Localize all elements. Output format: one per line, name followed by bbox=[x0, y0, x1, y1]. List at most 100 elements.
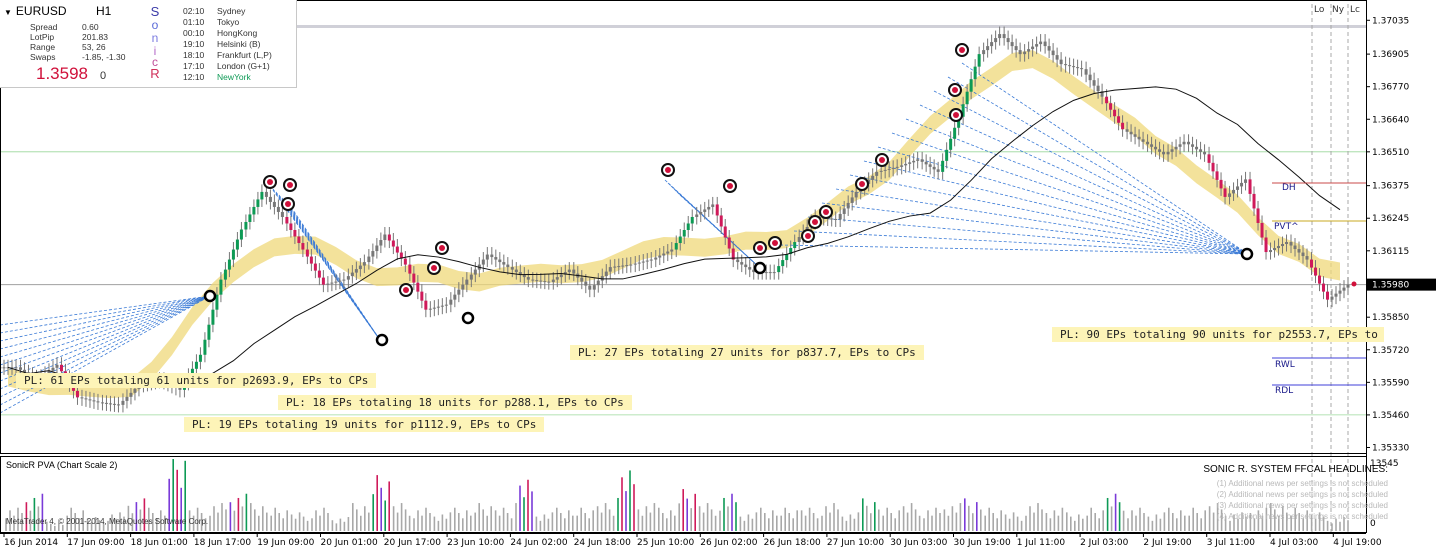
entry-marker-dot bbox=[879, 157, 885, 163]
candle-body bbox=[1006, 38, 1010, 43]
entry-marker-dot bbox=[772, 240, 778, 246]
candle-body bbox=[1018, 50, 1022, 55]
candle-body bbox=[227, 259, 231, 270]
candle-body bbox=[264, 191, 268, 197]
candle-body bbox=[850, 197, 854, 203]
candle-body bbox=[399, 252, 403, 259]
candle-body bbox=[350, 272, 354, 277]
news-line: (1) Additional news per settings is not … bbox=[1216, 479, 1388, 488]
candle-body bbox=[1133, 134, 1137, 137]
candle-body bbox=[457, 289, 461, 295]
trendline bbox=[0, 295, 211, 350]
candle-body bbox=[510, 267, 514, 270]
candle-body bbox=[1310, 259, 1314, 268]
trendline bbox=[793, 230, 1249, 255]
candle-body bbox=[506, 264, 510, 268]
trendline bbox=[933, 90, 1249, 255]
candle-body bbox=[268, 196, 272, 202]
candle-body bbox=[1043, 41, 1047, 47]
candle-body bbox=[1269, 250, 1273, 253]
candle-body bbox=[854, 191, 858, 198]
trendline bbox=[0, 295, 211, 398]
candle-body bbox=[666, 251, 670, 254]
pl-label: PL: 27 EPs totaling 27 units for p837.7,… bbox=[570, 345, 924, 360]
trendline bbox=[807, 216, 1249, 255]
candle-body bbox=[781, 260, 785, 267]
candle-body bbox=[1137, 136, 1141, 140]
candle-body bbox=[1330, 296, 1334, 300]
candle-body bbox=[1281, 244, 1285, 247]
candle-body bbox=[924, 161, 928, 165]
candle-body bbox=[949, 138, 953, 150]
candle-body bbox=[740, 262, 744, 265]
candle-body bbox=[190, 368, 194, 376]
candle-body bbox=[1068, 65, 1072, 67]
candle-body bbox=[490, 254, 494, 258]
candle-body bbox=[55, 364, 59, 368]
candle-body bbox=[428, 308, 432, 310]
candle-body bbox=[1059, 59, 1063, 65]
trendline bbox=[891, 132, 1249, 255]
candle-body bbox=[334, 281, 338, 283]
candle-body bbox=[1338, 290, 1342, 294]
candle-body bbox=[1207, 154, 1211, 163]
candle-body bbox=[945, 149, 949, 161]
candle-body bbox=[563, 272, 567, 275]
entry-marker-dot bbox=[805, 233, 811, 239]
candle-body bbox=[75, 390, 79, 398]
y-tick-label: 1.36245 bbox=[1372, 214, 1409, 224]
sonic-letter: i bbox=[153, 44, 157, 58]
candle-body bbox=[936, 169, 940, 172]
candle-body bbox=[440, 305, 444, 307]
candle-body bbox=[1256, 208, 1260, 223]
candle-body bbox=[354, 269, 358, 273]
sonic-letter: n bbox=[151, 31, 159, 45]
candle-body bbox=[736, 259, 740, 263]
candle-body bbox=[982, 50, 986, 55]
candle-body bbox=[1178, 144, 1182, 147]
candle-body bbox=[104, 402, 108, 404]
candle-body bbox=[1092, 80, 1096, 86]
dropdown-triangle-icon[interactable]: ▼ bbox=[4, 8, 12, 17]
entry-marker-dot bbox=[439, 245, 445, 251]
copyright-text: MetaTrader 4, © 2001-2014, MetaQuotes So… bbox=[6, 517, 209, 526]
candle-body bbox=[973, 66, 977, 80]
candle-body bbox=[293, 230, 297, 237]
entry-marker-dot bbox=[859, 181, 865, 187]
candle-body bbox=[695, 214, 699, 217]
y-tick-label: 1.35590 bbox=[1372, 378, 1409, 388]
trendline bbox=[290, 206, 381, 341]
entry-marker-dot bbox=[757, 245, 763, 251]
candle-body bbox=[1109, 103, 1113, 110]
candle-body bbox=[904, 163, 908, 166]
candle-body bbox=[518, 272, 522, 275]
volume-bars bbox=[5, 459, 1349, 531]
symbol-label[interactable]: ▼ EURUSD bbox=[4, 4, 67, 18]
candle-body bbox=[846, 202, 850, 209]
candle-body bbox=[912, 160, 916, 163]
candle-body bbox=[629, 264, 633, 266]
candle-body bbox=[321, 277, 325, 285]
trendline bbox=[835, 188, 1249, 255]
sonic-letter: o bbox=[151, 18, 159, 32]
candle-body bbox=[198, 354, 202, 362]
x-tick-label: 30 Jun 03:00 bbox=[890, 538, 947, 548]
candle-body bbox=[346, 276, 350, 280]
candle-body bbox=[1285, 242, 1289, 245]
candle-body bbox=[1158, 149, 1162, 152]
candle-body bbox=[764, 272, 768, 274]
trendline bbox=[0, 295, 211, 382]
candle-body bbox=[371, 251, 375, 257]
candle-body bbox=[395, 246, 399, 253]
candle-body bbox=[572, 269, 576, 274]
candle-body bbox=[998, 34, 1002, 39]
candle-body bbox=[1162, 151, 1166, 155]
news-line: (2) Additional news per settings is not … bbox=[1216, 490, 1388, 499]
y-tick-label: 1.37035 bbox=[1372, 16, 1409, 26]
candle-body bbox=[305, 249, 309, 257]
candle-body bbox=[871, 175, 875, 180]
candle-body bbox=[580, 277, 584, 282]
candle-body bbox=[1342, 287, 1346, 291]
candle-body bbox=[604, 271, 608, 277]
